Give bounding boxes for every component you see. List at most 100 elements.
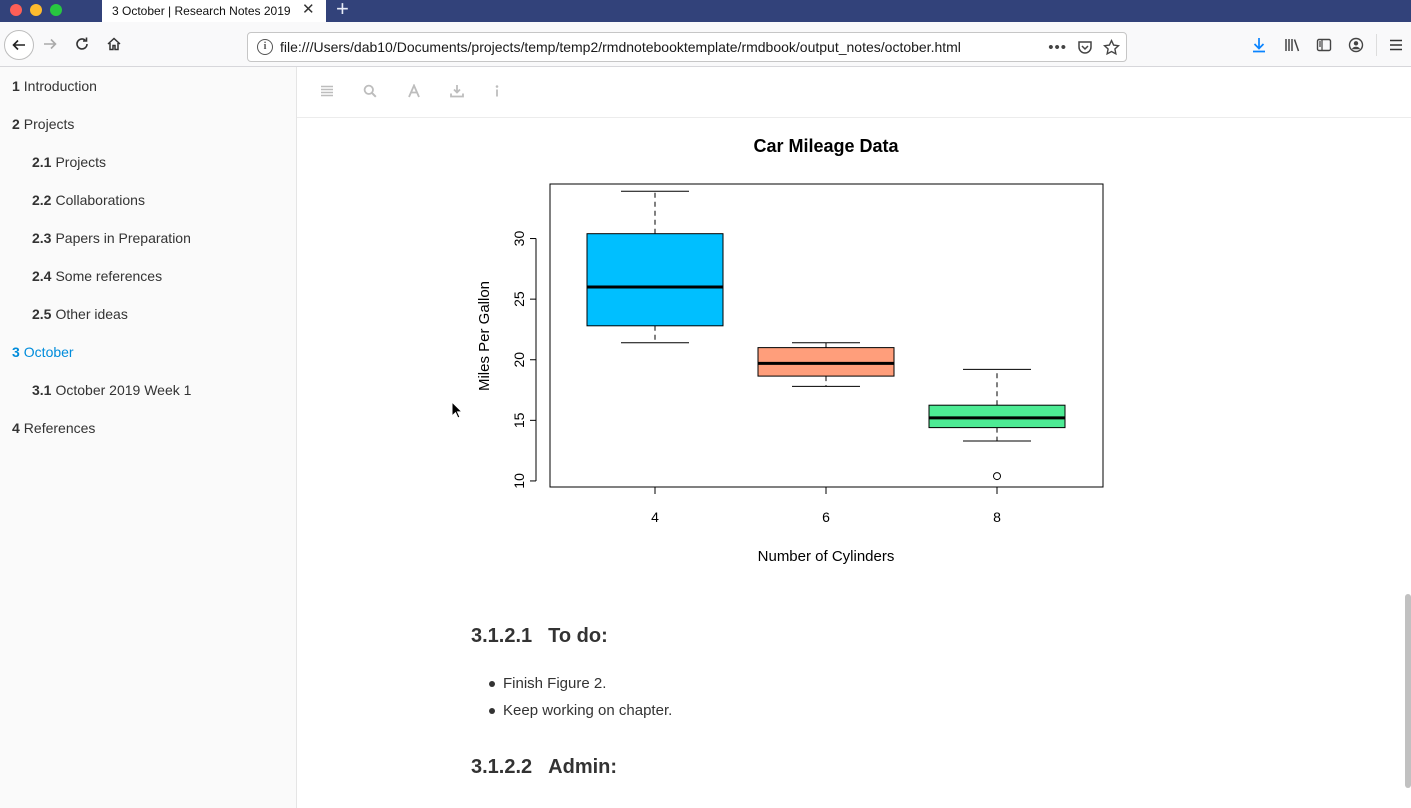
download-pdf-button[interactable]	[450, 84, 464, 101]
new-tab-button[interactable]: +	[336, 0, 349, 21]
toc-label: Other ideas	[55, 306, 128, 322]
y-tick-label: 25	[511, 291, 527, 307]
toc-label: Introduction	[23, 78, 97, 94]
toc-label: References	[23, 420, 96, 436]
font-settings-button[interactable]	[407, 83, 421, 101]
account-icon	[1348, 37, 1364, 53]
home-button[interactable]	[101, 31, 127, 57]
y-tick-label: 10	[511, 473, 527, 489]
toc-number: 1	[12, 78, 20, 94]
book-body	[297, 118, 1411, 808]
mouse-cursor-icon	[451, 401, 463, 419]
tab-close-icon[interactable]: ✕	[302, 1, 315, 18]
bookmark-star-icon[interactable]	[1103, 38, 1120, 56]
search-button[interactable]	[363, 84, 377, 101]
forward-button[interactable]	[37, 31, 63, 57]
box-iqr	[928, 404, 1066, 429]
y-tick-label: 30	[511, 231, 527, 247]
toc-label: October 2019 Week 1	[55, 382, 192, 398]
home-icon	[107, 37, 121, 51]
y-tick-label: 15	[511, 412, 527, 428]
toc-number: 3	[12, 344, 20, 360]
toc-label: Papers in Preparation	[55, 230, 191, 246]
back-button[interactable]	[4, 30, 34, 60]
toc-number: 2.2	[32, 192, 52, 208]
hamburger-menu-icon	[1390, 39, 1402, 51]
todo-list: Finish Figure 2. Keep working on chapter…	[489, 674, 672, 728]
toc-item-projects[interactable]: 2 Projects	[12, 116, 74, 132]
section-number: 3.1.2.2	[471, 756, 533, 778]
account-button[interactable]	[1348, 34, 1364, 56]
section-number: 3.1.2.1	[471, 625, 533, 647]
section-title: Admin:	[548, 756, 618, 778]
library-button[interactable]	[1284, 34, 1301, 56]
scrollbar-thumb[interactable]	[1405, 594, 1411, 788]
x-tick-label: 6	[822, 509, 830, 525]
toc-number: 2.4	[32, 268, 52, 284]
toc-label: Some references	[55, 268, 163, 284]
address-bar[interactable]: i file:///Users/dab10/Documents/projects…	[247, 32, 1127, 62]
download-icon	[450, 85, 464, 98]
toc-item-papers[interactable]: 2.3 Papers in Preparation	[32, 230, 191, 246]
toggle-sidebar-button[interactable]	[320, 84, 334, 101]
toc-label: Collaborations	[55, 192, 145, 208]
chart-title: Car Mileage Data	[753, 136, 899, 156]
minimize-window-button[interactable]	[30, 4, 42, 16]
arrow-right-icon	[44, 38, 57, 50]
sidebar-toggle-button[interactable]	[1316, 34, 1332, 56]
y-axis-label: Miles Per Gallon	[476, 281, 493, 391]
toc-item-october[interactable]: 3 October	[12, 344, 74, 360]
toc-label: Projects	[23, 116, 75, 132]
y-tick-label: 20	[511, 352, 527, 368]
info-button[interactable]	[493, 84, 501, 101]
x-tick-label: 4	[651, 509, 659, 525]
toc-label: Projects	[55, 154, 107, 170]
toc-number: 3.1	[32, 382, 52, 398]
arrow-left-icon	[12, 39, 25, 51]
x-axis-label: Number of Cylinders	[758, 548, 895, 565]
reload-button[interactable]	[69, 31, 95, 57]
box-iqr	[586, 233, 724, 327]
menu-button[interactable]	[1389, 34, 1403, 56]
toc-number: 4	[12, 420, 20, 436]
font-icon	[408, 83, 420, 98]
toc-number: 2	[12, 116, 20, 132]
url-text[interactable]: file:///Users/dab10/Documents/projects/t…	[280, 39, 961, 55]
section-title: To do:	[548, 625, 608, 647]
toc-item-collaborations[interactable]: 2.2 Collaborations	[32, 192, 145, 208]
list-icon	[321, 85, 333, 97]
toc-item-introduction[interactable]: 1 Introduction	[12, 78, 97, 94]
browser-tab[interactable]: 3 October | Research Notes 2019 ✕	[102, 0, 326, 22]
pocket-icon[interactable]	[1077, 39, 1093, 55]
outlier-point	[993, 472, 1001, 481]
close-window-button[interactable]	[10, 4, 22, 16]
toolbar-divider	[1376, 34, 1377, 56]
box-group-6	[757, 342, 895, 387]
window-titlebar: 3 October | Research Notes 2019 ✕ +	[0, 0, 1411, 22]
list-item: Finish Figure 2.	[489, 674, 672, 701]
toc-number: 2.3	[32, 230, 52, 246]
download-icon	[1253, 38, 1265, 53]
toc-number: 2.1	[32, 154, 52, 170]
box-group-8	[928, 368, 1066, 481]
toc-item-references[interactable]: 4 References	[12, 420, 95, 436]
box-iqr	[757, 347, 895, 377]
toc-item-projects-sub[interactable]: 2.1 Projects	[32, 154, 106, 170]
toc-item-references-sub[interactable]: 2.4 Some references	[32, 268, 162, 284]
info-icon[interactable]: i	[257, 39, 273, 55]
search-icon	[363, 84, 377, 98]
download-button[interactable]	[1251, 34, 1267, 56]
info-icon	[495, 85, 499, 97]
navigation-toolbar: i file:///Users/dab10/Documents/projects…	[0, 22, 1411, 67]
boxplot-chart: Car Mileage Data 10 15 20 25 30 4 6 8 Number o…	[476, 136, 1104, 565]
toc-item-other-ideas[interactable]: 2.5 Other ideas	[32, 306, 128, 322]
toc-item-october-week1[interactable]: 3.1 October 2019 Week 1	[32, 382, 191, 398]
list-item: Keep working on chapter.	[489, 701, 672, 728]
plot-frame	[549, 183, 1104, 488]
section-heading-todo: 3.1.2.1 To do:	[471, 625, 608, 648]
toc-number: 2.5	[32, 306, 52, 322]
page-actions-icon[interactable]: •••	[1048, 38, 1067, 56]
box-group-4	[586, 190, 724, 344]
book-toolbar	[297, 67, 1411, 118]
zoom-window-button[interactable]	[50, 4, 62, 16]
